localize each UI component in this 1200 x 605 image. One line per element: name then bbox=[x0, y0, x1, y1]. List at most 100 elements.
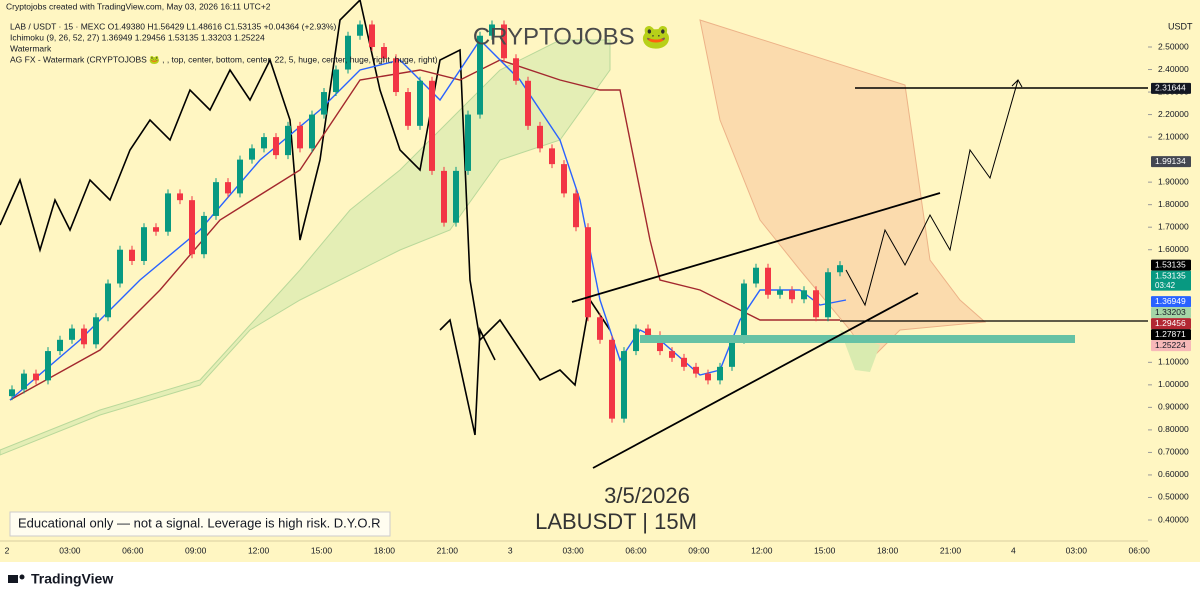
candle bbox=[441, 170, 447, 223]
trendline bbox=[571, 192, 941, 303]
agfx-line: AG FX - Watermark (CRYPTOJOBS 🐸 , , top,… bbox=[10, 54, 438, 64]
candle bbox=[417, 80, 423, 126]
lagging-span bbox=[439, 318, 496, 436]
price-tag bbox=[1151, 259, 1191, 271]
price-tick-label: 0.80000 bbox=[1158, 424, 1189, 434]
candle bbox=[261, 137, 267, 149]
price-tag-label: 1.27871 bbox=[1155, 329, 1186, 339]
price-tick-label: 2.50000 bbox=[1158, 41, 1189, 51]
time-tick-label: 2 bbox=[5, 545, 10, 555]
candle bbox=[633, 328, 639, 352]
kijun-line bbox=[9, 59, 840, 401]
time-tick-label: 21:00 bbox=[437, 545, 459, 555]
candle bbox=[513, 58, 519, 81]
candle bbox=[153, 227, 159, 232]
candle bbox=[489, 24, 495, 36]
candle bbox=[9, 389, 15, 397]
price-tick-label: 1.70000 bbox=[1158, 221, 1189, 231]
ichimoku-cloud bbox=[699, 19, 987, 361]
price-tag-label: 1.25224 bbox=[1155, 340, 1186, 350]
candle bbox=[225, 182, 231, 194]
candle bbox=[525, 80, 531, 126]
price-tag-countdown: 03:42 bbox=[1155, 281, 1176, 290]
candle bbox=[657, 335, 663, 352]
projection-arrow bbox=[1011, 79, 1023, 88]
price-tick-label: 0.40000 bbox=[1158, 514, 1189, 524]
price-tag-label: 1.53135 bbox=[1155, 270, 1186, 280]
candle bbox=[825, 272, 831, 318]
time-tick-label: 15:00 bbox=[814, 545, 836, 555]
candle bbox=[357, 24, 363, 36]
price-tick-label: 1.90000 bbox=[1158, 176, 1189, 186]
candle bbox=[777, 290, 783, 295]
price-tick-label: 0.70000 bbox=[1158, 447, 1189, 457]
time-tick-label: 18:00 bbox=[374, 545, 396, 555]
price-tag-label: 2.31644 bbox=[1155, 83, 1186, 93]
candle bbox=[189, 200, 195, 255]
candle bbox=[141, 227, 147, 261]
credit: Cryptojobs created with TradingView.com,… bbox=[6, 1, 271, 11]
time-tick-label: 06:00 bbox=[625, 545, 647, 555]
candle bbox=[177, 193, 183, 201]
candle bbox=[117, 249, 123, 284]
candle bbox=[765, 267, 771, 295]
candle bbox=[321, 92, 327, 115]
price-tick-label: 0.90000 bbox=[1158, 402, 1189, 412]
candle bbox=[741, 283, 747, 340]
candle bbox=[201, 215, 207, 255]
candle bbox=[93, 317, 99, 345]
candle bbox=[585, 227, 591, 318]
candle bbox=[789, 290, 795, 300]
candle bbox=[681, 357, 687, 367]
price-tag bbox=[1151, 296, 1191, 308]
candle bbox=[693, 366, 699, 374]
candle bbox=[621, 351, 627, 419]
candle bbox=[729, 339, 735, 367]
price-tag bbox=[1151, 307, 1191, 319]
candle bbox=[609, 339, 615, 419]
price-tag-label: 1.53135 bbox=[1155, 259, 1186, 269]
time-tick-label: 09:00 bbox=[688, 545, 710, 555]
time-tick-label: 03:00 bbox=[59, 545, 81, 555]
time-tick-label: 12:00 bbox=[248, 545, 270, 555]
price-tag bbox=[1151, 82, 1191, 94]
candle bbox=[309, 114, 315, 149]
disclaimer-box bbox=[9, 511, 391, 537]
candle bbox=[273, 137, 279, 156]
price-tick-label: 1.60000 bbox=[1158, 244, 1189, 254]
disclaimer: Educational only — not a signal. Leverag… bbox=[18, 515, 381, 530]
candle bbox=[237, 159, 243, 194]
price-tag bbox=[1151, 329, 1191, 341]
candle bbox=[105, 283, 111, 318]
price-tick-label: 0.60000 bbox=[1158, 469, 1189, 479]
watermark-line: Watermark bbox=[10, 43, 52, 53]
candle bbox=[717, 366, 723, 381]
time-tick-label: 09:00 bbox=[185, 545, 207, 555]
projection-path bbox=[845, 79, 1019, 307]
price-tag-label: 1.99134 bbox=[1155, 156, 1186, 166]
trendline bbox=[592, 292, 919, 469]
candle bbox=[429, 80, 435, 171]
candle bbox=[753, 267, 759, 284]
price-tick-label: 2.20000 bbox=[1158, 109, 1189, 119]
candle bbox=[393, 58, 399, 93]
lagging-span bbox=[0, 0, 611, 387]
watermark: CRYPTOJOBS 🐸 bbox=[473, 23, 671, 50]
time-tick-label: 06:00 bbox=[1129, 545, 1151, 555]
price-tag bbox=[1151, 156, 1191, 168]
candle bbox=[333, 69, 339, 93]
chart-background bbox=[0, 0, 1200, 562]
brand: TradingView bbox=[31, 571, 113, 587]
price-tag-label: 1.36949 bbox=[1155, 296, 1186, 306]
candle bbox=[669, 351, 675, 358]
price-tag-label: 1.33203 bbox=[1155, 307, 1186, 317]
time-tick-label: 4 bbox=[1011, 545, 1016, 555]
price-tick-label: 1.10000 bbox=[1158, 357, 1189, 367]
candle bbox=[501, 24, 507, 59]
candle bbox=[21, 373, 27, 390]
time-tick-label: 03:00 bbox=[562, 545, 584, 555]
candle bbox=[57, 339, 63, 352]
candle bbox=[381, 47, 387, 59]
candle bbox=[801, 290, 807, 300]
price-tag bbox=[1151, 340, 1191, 352]
